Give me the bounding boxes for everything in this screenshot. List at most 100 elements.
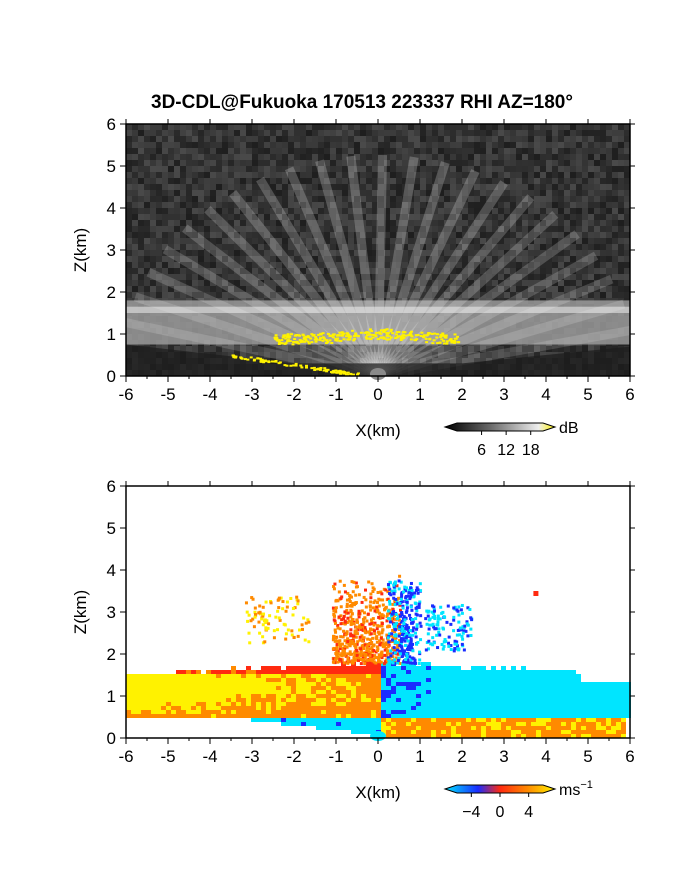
backscatter-noise-cell (540, 346, 546, 352)
backscatter-noise-cell (588, 244, 594, 250)
backscatter-noise-cell (522, 280, 528, 286)
backscatter-noise-cell (492, 136, 498, 142)
backscatter-noise-cell (576, 124, 582, 130)
backscatter-noise-cell (198, 136, 204, 142)
backscatter-noise-cell (528, 268, 534, 274)
backscatter-noise-cell (558, 124, 564, 130)
backscatter-noise-cell (354, 166, 360, 172)
velocity-cell (496, 670, 501, 674)
backscatter-noise-cell (498, 268, 504, 274)
backscatter-noise-cell (330, 214, 336, 220)
velocity-cell (311, 682, 316, 686)
backscatter-noise-cell (450, 208, 456, 214)
backscatter-noise-cell (324, 238, 330, 244)
backscatter-noise-cell (546, 130, 552, 136)
backscatter-noise-cell (252, 280, 258, 286)
backscatter-noise-cell (510, 352, 516, 358)
velocity-cell (331, 702, 336, 706)
backscatter-noise-cell (456, 196, 462, 202)
backscatter-noise-cell (582, 274, 588, 280)
backscatter-noise-cell (132, 280, 138, 286)
backscatter-noise-cell (312, 184, 318, 190)
backscatter-noise-cell (342, 190, 348, 196)
saturated-pixel (359, 331, 363, 334)
backscatter-noise-cell (198, 202, 204, 208)
backscatter-noise-cell (576, 256, 582, 262)
backscatter-noise-cell (516, 208, 522, 214)
velocity-cell (316, 706, 321, 710)
velocity-cell (506, 686, 511, 690)
backscatter-noise-cell (522, 136, 528, 142)
backscatter-noise-cell (300, 220, 306, 226)
velocity-cell (266, 690, 271, 694)
backscatter-noise-cell (198, 160, 204, 166)
saturated-pixel (409, 333, 413, 336)
velocity-cell (561, 694, 566, 698)
saturated-pixel (442, 339, 446, 342)
backscatter-noise-cell (498, 220, 504, 226)
backscatter-noise-cell (276, 142, 282, 148)
velocity-cell (506, 690, 511, 694)
saturated-pixel (440, 338, 444, 341)
velocity-cell (281, 674, 286, 678)
backscatter-noise-cell (210, 172, 216, 178)
backscatter-noise-cell (552, 196, 558, 202)
backscatter-noise-cell (264, 262, 270, 268)
velocity-cell (566, 702, 571, 706)
backscatter-noise-cell (306, 136, 312, 142)
backscatter-noise-cell (540, 190, 546, 196)
backscatter-noise-cell (264, 280, 270, 286)
backscatter-noise-cell (456, 286, 462, 292)
backscatter-noise-cell (234, 250, 240, 256)
velocity-cell (481, 686, 486, 690)
backscatter-noise-cell (168, 274, 174, 280)
saturated-pixel (399, 339, 403, 342)
saturated-pixel (319, 332, 323, 335)
backscatter-noise-cell (318, 202, 324, 208)
backscatter-noise-cell (594, 160, 600, 166)
velocity-cell (481, 666, 486, 670)
velocity-cell (186, 674, 191, 678)
backscatter-noise-cell (462, 184, 468, 190)
backscatter-noise-cell (468, 268, 474, 274)
backscatter-noise-cell (552, 346, 558, 352)
backscatter-noise-cell (378, 148, 384, 154)
slant-saturated-pixel (249, 356, 253, 359)
velocity-cell (511, 682, 516, 686)
backscatter-noise-cell (216, 280, 222, 286)
backscatter-noise-cell (600, 244, 606, 250)
velocity-cell (361, 670, 366, 674)
backscatter-noise-cell (624, 244, 630, 250)
backscatter-noise-cell (504, 142, 510, 148)
backscatter-noise-cell (276, 286, 282, 292)
backscatter-noise-cell (306, 220, 312, 226)
slant-saturated-pixel (304, 364, 308, 367)
velocity-cell (556, 674, 561, 678)
backscatter-noise-cell (414, 280, 420, 286)
backscatter-noise-cell (288, 172, 294, 178)
velocity-cell (301, 670, 306, 674)
velocity-cell (501, 698, 506, 702)
backscatter-noise-cell (528, 166, 534, 172)
velocity-cell (421, 678, 426, 682)
velocity-cell (341, 702, 346, 706)
backscatter-noise-cell (264, 238, 270, 244)
backscatter-noise-cell (288, 202, 294, 208)
velocity-cell (461, 674, 466, 678)
velocity-cell (481, 678, 486, 682)
velocity-cell (456, 702, 461, 706)
velocity-cell (226, 690, 231, 694)
backscatter-noise-cell (216, 346, 222, 352)
velocity-cell (451, 702, 456, 706)
backscatter-noise-cell (420, 268, 426, 274)
velocity-cell (381, 706, 386, 710)
slant-saturated-pixel (355, 373, 359, 376)
velocity-cell (451, 690, 456, 694)
velocity-cell (371, 694, 376, 698)
saturated-pixel (354, 332, 358, 335)
backscatter-noise-cell (480, 178, 486, 184)
backscatter-noise-cell (558, 142, 564, 148)
velocity-cell (201, 678, 206, 682)
backscatter-noise-cell (336, 226, 342, 232)
